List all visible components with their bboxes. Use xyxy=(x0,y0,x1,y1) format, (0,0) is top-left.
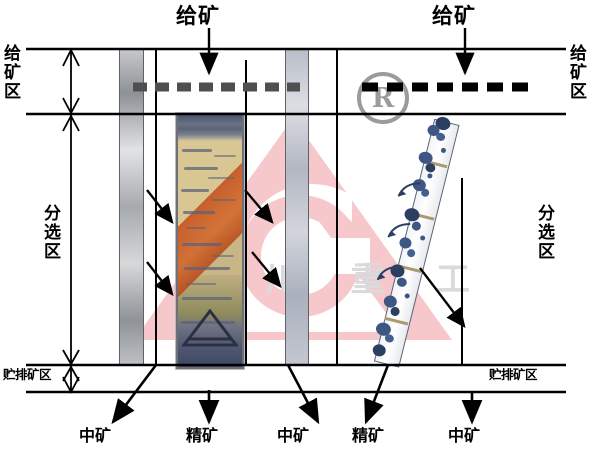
output-label-4: 精矿 xyxy=(352,426,385,445)
left-zone-storage: 贮排矿区 xyxy=(3,367,52,382)
second-separator-column xyxy=(285,49,309,365)
bed-triangle-mark xyxy=(182,309,238,347)
inclined-vibrating-deck xyxy=(369,115,464,368)
output-label-1: 中矿 xyxy=(79,426,112,445)
dimension-spine xyxy=(62,47,80,394)
rust-stratum xyxy=(178,137,242,297)
output-label-3: 中矿 xyxy=(277,426,310,445)
right-zone-feed: 给 矿 区 xyxy=(570,44,587,103)
right-zone-separation: 分 选 区 xyxy=(538,204,555,263)
feed-title-right: 给矿 xyxy=(432,4,476,28)
discharge-arrows xyxy=(111,364,483,425)
watermark-char-4: 工 xyxy=(435,259,470,300)
left-zone-feed: 给 矿 区 xyxy=(4,44,21,103)
left-separator-column xyxy=(119,49,144,365)
output-label-2: 精矿 xyxy=(186,426,219,445)
output-label-5: 中矿 xyxy=(448,426,481,445)
left-zone-separation: 分 选 区 xyxy=(44,204,61,263)
stratified-ore-bed xyxy=(175,112,245,370)
right-zone-storage: 贮排矿区 xyxy=(489,367,538,382)
feed-title-left: 给矿 xyxy=(176,4,220,28)
feed-inlet-arrows xyxy=(199,28,475,76)
registered-trademark-icon: R xyxy=(357,72,409,124)
